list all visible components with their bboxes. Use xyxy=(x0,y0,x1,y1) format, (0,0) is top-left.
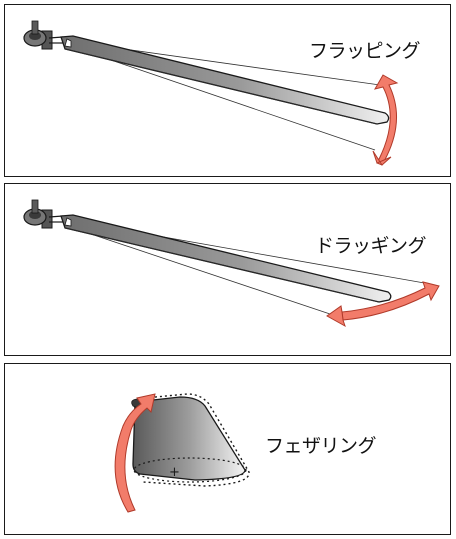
dragging-diagram xyxy=(23,199,440,328)
rotor-blade-icon xyxy=(60,35,390,125)
flapping-label: フラッピング xyxy=(309,40,421,62)
flapping-panel: フラッピング xyxy=(4,4,451,177)
dragging-panel: ドラッギング xyxy=(4,183,451,356)
feathering-diagram: + xyxy=(114,393,250,513)
bidirectional-curved-arrow-icon xyxy=(326,281,440,328)
flapping-diagram xyxy=(23,20,399,166)
rotor-hub-icon xyxy=(23,20,64,50)
rotor-hub-icon xyxy=(23,199,64,229)
bidirectional-curved-arrow-icon xyxy=(372,74,399,166)
dragging-label: ドラッギング xyxy=(315,235,427,257)
feathering-panel: + フェザリング xyxy=(4,363,451,535)
feathering-label: フェザリング xyxy=(265,435,377,457)
feathering-arrow-icon xyxy=(114,393,156,513)
center-mark: + xyxy=(169,465,180,480)
rotor-blade-icon xyxy=(60,214,392,303)
